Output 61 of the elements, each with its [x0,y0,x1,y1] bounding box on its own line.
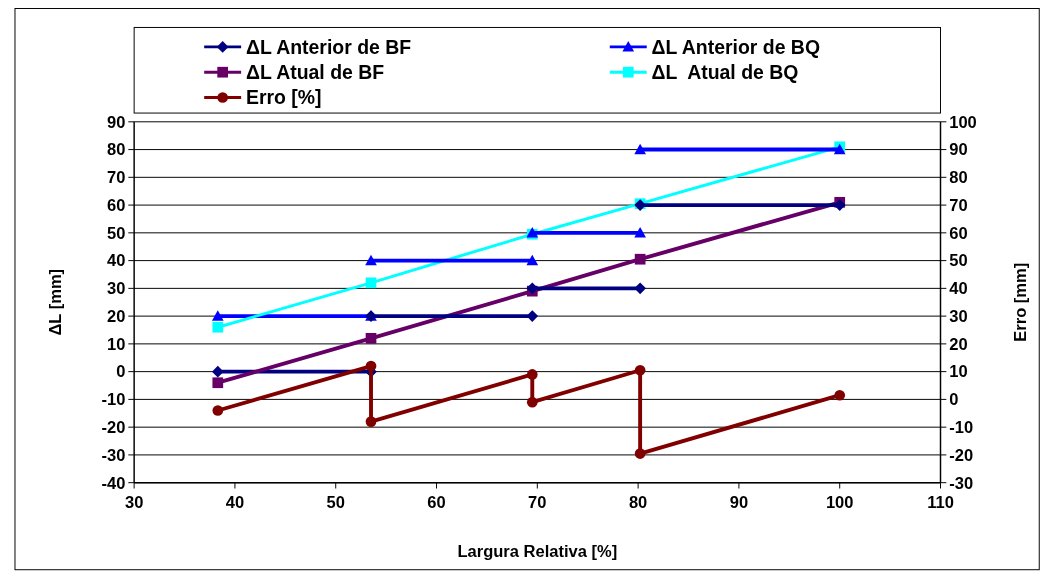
legend-label: ΔL Anterior de BQ [651,35,821,58]
point [634,282,646,295]
point [365,277,377,289]
x-axis-title: Largura Relativa [%] [457,541,618,561]
point [526,369,538,380]
point [634,364,646,376]
x-tick-label: 60 [427,492,446,512]
y2-tick-label: 80 [949,168,968,188]
x-tick-label: 80 [628,492,648,512]
x-tick-label: 40 [225,492,245,512]
y-tick-label: 30 [107,279,126,299]
point [212,405,224,416]
y2-tick-label: -10 [949,417,974,437]
point [634,448,646,459]
y-tick-label: 60 [107,195,126,215]
point [526,310,539,322]
y-tick-label: 40 [107,251,126,271]
y-tick-label: 70 [107,168,126,188]
point [365,360,377,372]
point [212,321,224,333]
y-tick-label: 20 [107,306,126,326]
x-tick-label: 30 [124,492,144,512]
x-tick-label: 50 [326,492,345,512]
y2-tick-label: -20 [949,445,974,465]
y-tick-label: 80 [107,140,126,160]
point [365,332,377,344]
point [634,253,646,265]
y2-tick-label: 10 [949,362,968,382]
y2-tick-label: 50 [949,251,968,271]
y-axis-title: ΔL [mm] [46,268,66,336]
y-tick-label: -30 [101,445,126,465]
x-tick-label: 70 [528,492,547,512]
y-tick-label: -40 [101,473,126,493]
point [834,389,846,401]
legend-label: ΔL Anterior de BF [246,35,412,58]
point [211,365,224,378]
x-tick-label: 110 [927,492,954,512]
y2-tick-label: 90 [949,140,968,160]
point [365,416,377,427]
legend-label: ΔL Atual de BQ [651,61,799,84]
y2-tick-label: 60 [949,223,968,243]
legend-label: Erro [%] [246,86,322,109]
y-tick-label: -10 [101,390,126,410]
y-tick-label: 50 [107,223,126,243]
y2-tick-label: 0 [949,390,959,410]
y2-tick-label: 70 [949,195,968,215]
point [526,396,538,408]
point [212,377,224,389]
x-tick-label: 90 [729,492,749,512]
y2-tick-label: 40 [949,279,968,299]
y2-tick-label: 30 [949,306,968,326]
y2-axis-title: Erro [mm] [1011,262,1031,342]
legend-label: ΔL Atual de BF [246,61,385,84]
y-tick-label: -20 [101,417,126,437]
y2-tick-label: -30 [949,473,974,493]
y2-tick-label: 20 [949,334,968,354]
y-tick-label: 90 [107,112,126,132]
x-tick-label: 100 [825,492,854,512]
y-tick-label: 0 [116,362,126,382]
y-tick-label: 10 [107,334,126,354]
y2-tick-label: 100 [949,112,977,132]
